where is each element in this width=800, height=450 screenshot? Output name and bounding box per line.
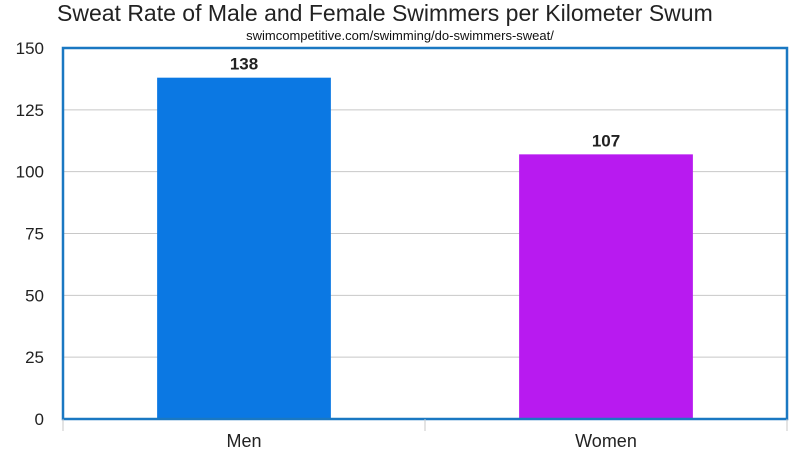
data-label: 138: [230, 55, 258, 74]
data-labels: 138 107: [230, 55, 620, 151]
y-tick-label: 50: [25, 286, 44, 305]
bar-men: [157, 77, 331, 420]
y-axis-ticks: 0 25 50 75 100 125 150: [16, 39, 44, 429]
bar-women: [519, 154, 693, 419]
chart-subtitle: swimcompetitive.com/swimming/do-swimmers…: [246, 28, 554, 43]
y-tick-label: 25: [25, 348, 44, 367]
y-tick-label: 150: [16, 39, 44, 58]
y-tick-label: 125: [16, 101, 44, 120]
y-tick-label: 0: [35, 410, 44, 429]
x-tick-label: Women: [575, 431, 637, 450]
data-label: 107: [592, 131, 620, 150]
y-tick-label: 75: [25, 225, 44, 244]
y-tick-label: 100: [16, 163, 44, 182]
chart-title: Sweat Rate of Male and Female Swimmers p…: [57, 0, 713, 26]
x-tick-label: Men: [226, 431, 261, 450]
bars: [157, 77, 693, 420]
x-axis-ticks: Men Women: [62, 419, 788, 450]
